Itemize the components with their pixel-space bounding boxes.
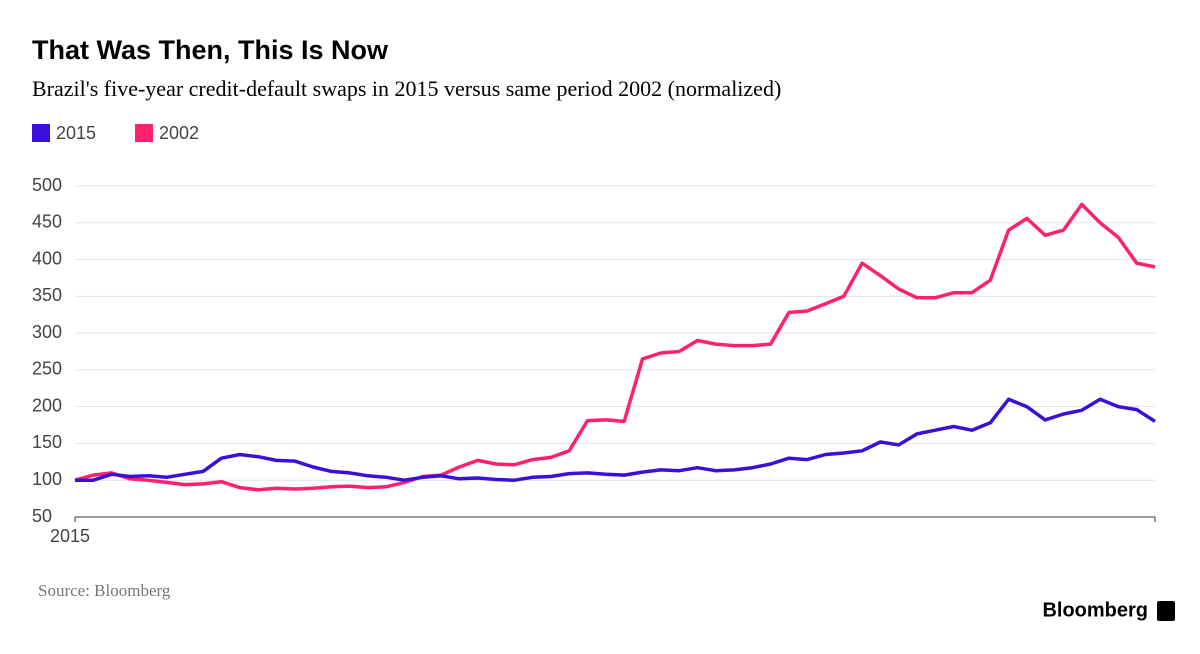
- y-tick-label: 200: [32, 395, 62, 415]
- source: Source: Bloomberg: [38, 581, 171, 600]
- y-tick-label: 300: [32, 322, 62, 342]
- legend-swatch: [135, 124, 153, 142]
- chart-subtitle: Brazil's five-year credit-default swaps …: [32, 76, 781, 101]
- legend-label: 2015: [56, 123, 96, 143]
- line-series: [74, 202, 1156, 492]
- y-tick-label: 500: [32, 175, 62, 195]
- y-tick-label: 50: [32, 506, 52, 526]
- chart-title: That Was Then, This Is Now: [32, 35, 389, 65]
- y-tick-label: 100: [32, 469, 62, 489]
- legend-swatch: [32, 124, 50, 142]
- y-tick-label: 450: [32, 212, 62, 232]
- y-tick-label: 400: [32, 248, 62, 268]
- y-tick-label: 350: [32, 285, 62, 305]
- x-tick-label: 2015: [50, 526, 90, 546]
- brand-icon: [1157, 601, 1175, 621]
- line-series: [75, 397, 1156, 482]
- y-tick-label: 250: [32, 359, 62, 379]
- y-tick-label: 150: [32, 432, 62, 452]
- brand-logo: Bloomberg: [1042, 599, 1148, 621]
- legend-label: 2002: [159, 123, 199, 143]
